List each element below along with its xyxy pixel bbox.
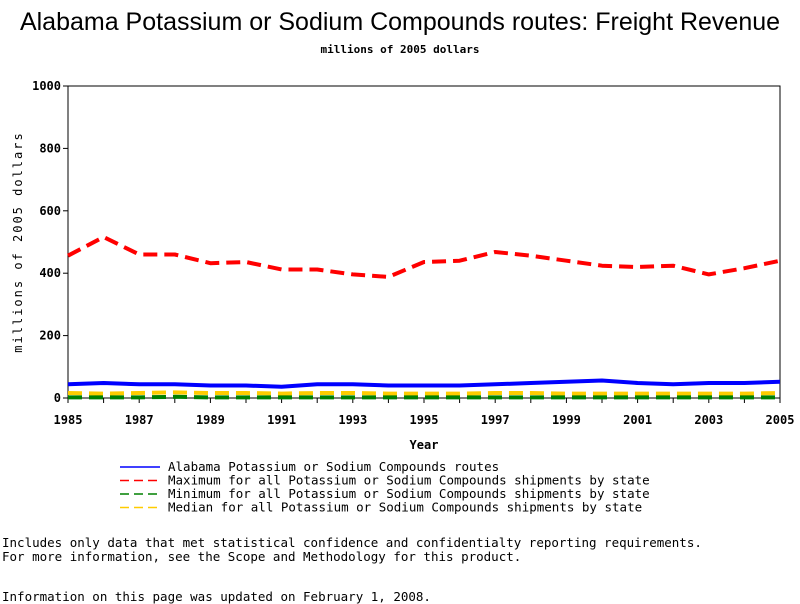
x-tick-label: 1989: [196, 413, 225, 427]
x-tick-label: 2003: [694, 413, 723, 427]
y-axis-label: millions of 2005 dollars: [11, 131, 25, 352]
y-tick-label: 800: [39, 141, 61, 155]
chart-title: Alabama Potassium or Sodium Compounds ro…: [20, 8, 780, 36]
x-tick-label: 1997: [481, 413, 510, 427]
y-tick-label: 600: [39, 204, 61, 218]
chart-subtitle: millions of 2005 dollars: [321, 43, 480, 56]
x-tick-label: 1987: [125, 413, 154, 427]
x-tick-label: 1991: [267, 413, 296, 427]
x-tick-label: 1985: [54, 413, 83, 427]
x-tick-label: 1993: [338, 413, 367, 427]
y-tick-label: 1000: [32, 79, 61, 93]
legend-label-0: Alabama Potassium or Sodium Compounds ro…: [168, 459, 499, 474]
legend-label-3: Median for all Potassium or Sodium Compo…: [168, 500, 642, 515]
footnote-more-info: For more information, see the Scope and …: [2, 549, 522, 564]
x-tick-label: 1995: [410, 413, 439, 427]
y-tick-label: 0: [54, 391, 61, 405]
legend-label-1: Maximum for all Potassium or Sodium Comp…: [168, 473, 650, 488]
x-tick-label: 2001: [623, 413, 652, 427]
y-tick-label: 400: [39, 266, 61, 280]
series-line-2: [68, 394, 780, 400]
legend-label-2: Minimum for all Potassium or Sodium Comp…: [168, 486, 650, 501]
footnotes: Includes only data that met statistical …: [2, 536, 798, 604]
y-axis: 0 200 400 600 800 1000: [32, 79, 68, 405]
series-line-1: [67, 235, 781, 279]
x-tick-label: 2005: [766, 413, 795, 427]
x-axis: 1985 1987 1989 1991 1993 1995 1997 1999 2001 2003…: [54, 398, 795, 427]
y-tick-label: 200: [39, 329, 61, 343]
plot-area-frame: [67, 85, 781, 399]
series-layer: [67, 235, 781, 400]
x-axis-label: Year: [410, 438, 439, 452]
legend: Alabama Potassium or Sodium Compounds ro…: [120, 459, 650, 515]
x-tick-label: 1999: [552, 413, 581, 427]
footnote-confidence: Includes only data that met statistical …: [2, 535, 702, 550]
footnote-updated: Information on this page was updated on …: [2, 589, 431, 604]
series-line-3: [67, 390, 781, 396]
series-line-0: [67, 378, 781, 389]
